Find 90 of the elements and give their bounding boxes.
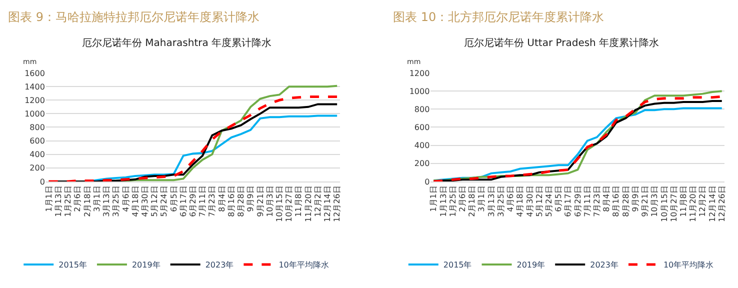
x-tick-label: 1月13日 <box>54 186 64 217</box>
y-tick-label: 1400 <box>24 82 45 92</box>
x-tick-label: 7月11日 <box>198 186 208 217</box>
y-tick-label: 1000 <box>409 86 430 96</box>
x-tick-label: 1月25日 <box>448 186 458 217</box>
x-tick-label: 7月23日 <box>592 186 602 217</box>
y-tick-label: 1200 <box>409 68 430 78</box>
y-tick-label: 400 <box>414 141 430 150</box>
x-tick-label: 9月21日 <box>256 186 265 217</box>
x-tick-label: 2月18日 <box>82 186 92 217</box>
legend-label: 2015年 <box>58 260 87 270</box>
x-tick-label: 8月28日 <box>236 186 246 217</box>
x-tick-label: 10月15日 <box>660 186 669 222</box>
x-tick-label: 11月20日 <box>304 186 313 222</box>
x-tick-label: 6月29日 <box>188 186 198 217</box>
x-tick-label: 1月1日 <box>44 186 54 212</box>
x-tick-label: 3月13日 <box>102 186 112 217</box>
x-tick-label: 3月25日 <box>112 186 121 217</box>
y-tick-label: 1200 <box>24 96 45 105</box>
x-tick-label: 3月1日 <box>477 186 486 212</box>
x-tick-label: 3月25日 <box>496 186 506 217</box>
x-tick-label: 7月11日 <box>582 186 592 217</box>
x-tick-label: 1月25日 <box>64 186 73 217</box>
x-tick-label: 10月27日 <box>284 186 294 222</box>
x-tick-label: 3月1日 <box>92 186 102 212</box>
chart-subtitle: 厄尔尼诺年份 Maharashtra 年度累计降水 <box>82 37 272 49</box>
x-tick-label: 2月6日 <box>73 186 82 212</box>
x-tick-label: 4月30日 <box>140 186 150 217</box>
x-tick-label: 4月18日 <box>516 186 525 217</box>
legend-label: 2019年 <box>132 260 160 270</box>
y-tick-label: 600 <box>414 123 430 132</box>
legend-label: 2023年 <box>590 260 618 270</box>
chart-title: 图表 10：北方邦厄尔尼诺年度累计降水 <box>393 10 604 24</box>
x-tick-label: 8月16日 <box>612 186 621 217</box>
x-tick-label: 5月24日 <box>160 186 169 217</box>
x-tick-label: 6月17日 <box>564 186 573 217</box>
y-tick-label: 1000 <box>24 109 45 118</box>
x-tick-label: 4月18日 <box>130 186 140 217</box>
x-tick-label: 6月5日 <box>169 186 178 212</box>
legend-label: 10年平均降水 <box>663 260 714 270</box>
y-tick-label: 600 <box>30 136 45 146</box>
legend-label: 2019年 <box>516 260 546 270</box>
x-tick-label: 11月8日 <box>294 186 304 217</box>
x-tick-label: 11月8日 <box>679 186 688 217</box>
y-tick-label: 200 <box>30 164 45 173</box>
x-tick-label: 5月12日 <box>150 186 160 217</box>
x-tick-label: 10月3日 <box>265 186 274 217</box>
x-tick-label: 9月9日 <box>246 186 256 212</box>
chart-title: 图表 9：马哈拉施特拉邦厄尔尼诺年度累计降水 <box>8 10 260 24</box>
x-tick-label: 10月15日 <box>275 186 284 222</box>
x-tick-label: 12月26日 <box>717 186 726 222</box>
x-tick-label: 12月14日 <box>708 186 717 222</box>
legend-label: 10年平均降水 <box>278 260 329 270</box>
legend-label: 2023年 <box>205 260 234 270</box>
x-tick-label: 4月30日 <box>525 186 534 217</box>
x-tick-label: 8月16日 <box>226 186 236 217</box>
x-tick-label: 10月3日 <box>650 186 660 217</box>
x-tick-label: 8月4日 <box>602 186 612 212</box>
y-tick-label: 1600 <box>24 68 45 78</box>
x-tick-label: 6月29日 <box>573 186 582 217</box>
y-tick-label: 800 <box>414 104 430 114</box>
y-tick-label: 0 <box>424 177 430 186</box>
x-tick-label: 1月1日 <box>429 186 438 212</box>
x-tick-label: 11月20日 <box>688 186 698 222</box>
x-tick-label: 5月24日 <box>544 186 554 217</box>
x-tick-label: 3月13日 <box>486 186 496 217</box>
x-tick-label: 12月2日 <box>698 186 708 217</box>
y-tick-label: 800 <box>30 123 45 132</box>
legend-label: 2015年 <box>443 260 472 270</box>
x-tick-label: 9月9日 <box>630 186 640 212</box>
x-tick-label: 8月28日 <box>621 186 630 217</box>
chart-subtitle: 厄尔尼诺年份 Uttar Pradesh 年度累计降水 <box>464 37 660 49</box>
y-tick-label: 400 <box>30 150 45 160</box>
x-tick-label: 6月5日 <box>554 186 564 212</box>
x-tick-label: 9月21日 <box>640 186 650 217</box>
x-tick-label: 5月12日 <box>534 186 544 217</box>
x-tick-label: 4月6日 <box>506 186 516 212</box>
x-tick-label: 4月6日 <box>121 186 130 212</box>
x-tick-label: 2月18日 <box>468 186 477 217</box>
x-tick-label: 12月26日 <box>332 186 342 222</box>
x-tick-label: 7月23日 <box>208 186 217 217</box>
x-tick-label: 8月4日 <box>217 186 226 212</box>
y-tick-label: 0 <box>40 177 45 186</box>
y-tick-label: 200 <box>414 159 430 168</box>
x-tick-label: 12月2日 <box>313 186 322 217</box>
x-tick-label: 1月13日 <box>438 186 448 217</box>
x-tick-label: 2月6日 <box>458 186 468 212</box>
x-tick-label: 6月17日 <box>178 186 188 217</box>
x-tick-label: 12月14日 <box>323 186 332 222</box>
x-tick-label: 10月27日 <box>669 186 678 222</box>
